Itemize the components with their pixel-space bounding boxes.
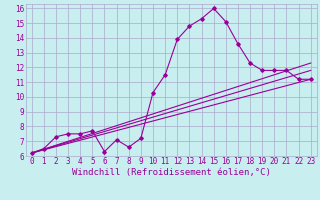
X-axis label: Windchill (Refroidissement éolien,°C): Windchill (Refroidissement éolien,°C): [72, 168, 271, 177]
